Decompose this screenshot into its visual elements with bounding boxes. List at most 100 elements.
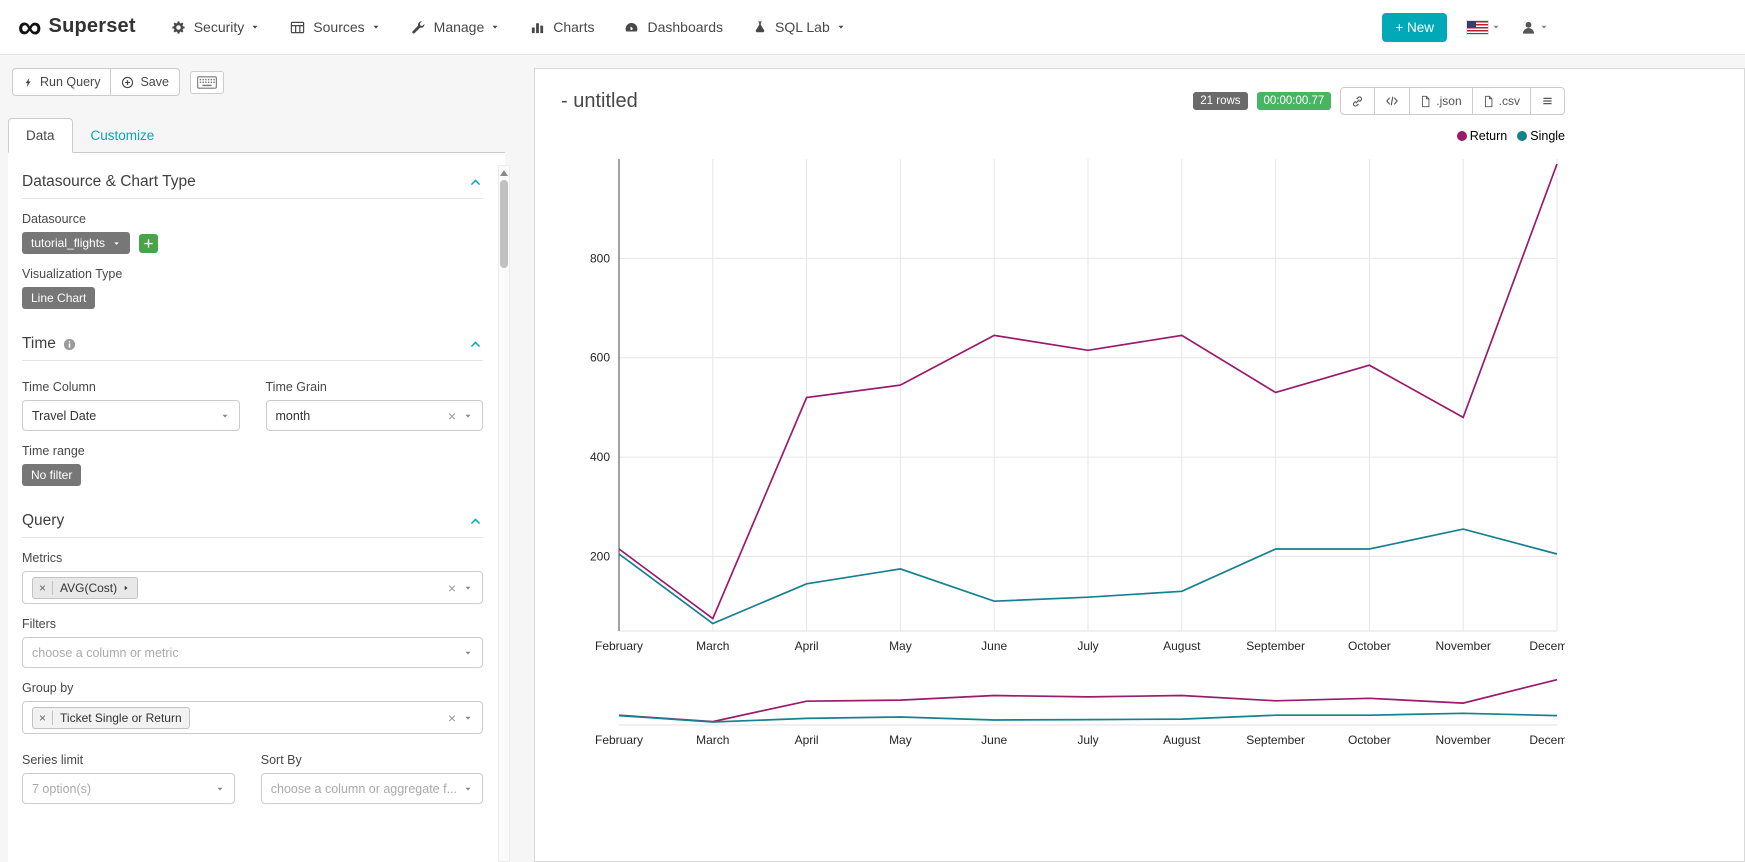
nav-item-sql-lab[interactable]: SQL Lab bbox=[738, 0, 861, 55]
svg-text:200: 200 bbox=[590, 549, 610, 563]
svg-text:February: February bbox=[595, 733, 643, 747]
chevron-down-icon bbox=[463, 411, 473, 421]
svg-text:October: October bbox=[1348, 733, 1391, 747]
run-query-button[interactable]: Run Query bbox=[12, 68, 112, 96]
viz-type-label: Visualization Type bbox=[22, 267, 123, 281]
superset-logo[interactable]: ∞ Superset bbox=[18, 10, 136, 43]
nav-item-sources[interactable]: Sources bbox=[275, 0, 395, 55]
scrollbar-thumb[interactable] bbox=[500, 180, 508, 268]
viz-type-value: Line Chart bbox=[31, 291, 87, 305]
save-label: Save bbox=[140, 75, 169, 89]
export-json-button[interactable]: .json bbox=[1409, 87, 1473, 115]
metric-tag[interactable]: × AVG(Cost) bbox=[32, 576, 139, 599]
series-limit-select[interactable]: 7 option(s) bbox=[22, 773, 235, 804]
nav-item-label: SQL Lab bbox=[774, 19, 830, 35]
file-icon bbox=[1483, 95, 1494, 108]
svg-text:August: August bbox=[1163, 733, 1201, 747]
svg-text:October: October bbox=[1348, 639, 1391, 653]
chevron-down-icon bbox=[490, 22, 500, 32]
datasource-pill[interactable]: tutorial_flights bbox=[22, 232, 131, 254]
groupby-tag[interactable]: × Ticket Single or Return bbox=[32, 706, 190, 729]
panel-scrollbar[interactable] bbox=[498, 165, 510, 862]
rows-badge: 21 rows bbox=[1193, 92, 1248, 110]
flask-icon bbox=[753, 20, 767, 34]
metrics-label: Metrics bbox=[22, 551, 63, 565]
scroll-up-arrow[interactable] bbox=[500, 170, 508, 176]
new-button[interactable]: + New bbox=[1382, 12, 1447, 42]
clear-icon[interactable]: × bbox=[447, 579, 456, 596]
legend-dot-return bbox=[1456, 131, 1467, 141]
viz-type-pill[interactable]: Line Chart bbox=[22, 287, 96, 309]
info-icon bbox=[63, 338, 76, 351]
chevron-down-icon bbox=[1491, 22, 1501, 32]
time-range-pill[interactable]: No filter bbox=[22, 464, 82, 486]
sort-by-label: Sort By bbox=[260, 753, 302, 767]
time-column-label: Time Column bbox=[22, 380, 96, 394]
legend-label: Single bbox=[1530, 129, 1565, 143]
svg-text:400: 400 bbox=[590, 450, 610, 464]
clear-icon[interactable]: × bbox=[447, 709, 456, 726]
save-button[interactable]: Save bbox=[110, 68, 180, 96]
svg-text:July: July bbox=[1077, 639, 1098, 653]
section-datasource-chart-type[interactable]: Datasource & Chart Type bbox=[22, 173, 483, 199]
bolt-icon bbox=[23, 76, 34, 89]
tab-data[interactable]: Data bbox=[8, 118, 73, 153]
nav-item-dashboards[interactable]: Dashboards bbox=[609, 0, 738, 55]
section-title: Query bbox=[22, 512, 65, 529]
nav-item-security[interactable]: Security bbox=[156, 0, 276, 55]
chart-menu-button[interactable] bbox=[1530, 87, 1565, 115]
share-link-button[interactable] bbox=[1340, 87, 1376, 115]
hamburger-icon bbox=[1541, 95, 1554, 107]
svg-text:June: June bbox=[981, 733, 1007, 747]
view-query-button[interactable] bbox=[1374, 87, 1411, 115]
chevron-down-icon bbox=[463, 583, 473, 593]
language-selector[interactable] bbox=[1466, 19, 1501, 35]
sort-by-select[interactable]: choose a column or aggregate f... bbox=[260, 773, 483, 804]
filters-select[interactable]: choose a column or metric bbox=[22, 637, 483, 668]
section-title: Datasource & Chart Type bbox=[22, 173, 196, 190]
clear-icon[interactable]: × bbox=[447, 407, 456, 424]
legend-item-single[interactable]: Single bbox=[1517, 129, 1565, 143]
svg-text:December: December bbox=[1529, 639, 1565, 653]
remove-metric-icon[interactable]: × bbox=[33, 580, 54, 595]
file-icon bbox=[1420, 95, 1431, 108]
time-grain-label: Time Grain bbox=[265, 380, 327, 394]
section-time[interactable]: Time bbox=[22, 335, 483, 361]
svg-text:November: November bbox=[1436, 733, 1491, 747]
keyboard-icon bbox=[197, 75, 217, 89]
code-icon bbox=[1385, 95, 1399, 107]
tab-customize[interactable]: Customize bbox=[90, 128, 155, 143]
edit-datasource-button[interactable] bbox=[139, 233, 159, 253]
time-range-label: Time range bbox=[22, 444, 85, 458]
remove-groupby-icon[interactable]: × bbox=[33, 710, 54, 725]
nav-item-manage[interactable]: Manage bbox=[396, 0, 516, 55]
nav-item-charts[interactable]: Charts bbox=[515, 0, 609, 55]
section-query[interactable]: Query bbox=[22, 512, 483, 538]
chevron-down-icon bbox=[1539, 22, 1549, 32]
nav-item-label: Dashboards bbox=[647, 19, 723, 35]
time-column-select[interactable]: Travel Date bbox=[22, 400, 240, 431]
svg-text:September: September bbox=[1246, 733, 1305, 747]
chart-legend: Return Single bbox=[561, 129, 1565, 143]
main-chart-svg: 200 400 600 800 February March April May June Jul… bbox=[590, 159, 1565, 653]
chart-title[interactable]: - untitled bbox=[561, 89, 638, 112]
groupby-select[interactable]: × Ticket Single or Return × bbox=[22, 701, 483, 734]
svg-text:July: July bbox=[1077, 733, 1098, 747]
user-menu[interactable] bbox=[1521, 20, 1549, 35]
export-csv-button[interactable]: .csv bbox=[1471, 87, 1531, 115]
plus-icon bbox=[143, 238, 154, 249]
run-query-label: Run Query bbox=[40, 75, 101, 89]
mini-chart-svg[interactable]: February March April May June July August Septe… bbox=[561, 671, 1565, 749]
time-grain-select[interactable]: month × bbox=[265, 400, 483, 431]
caret-right-icon bbox=[122, 584, 130, 592]
groupby-tag-label: Ticket Single or Return bbox=[60, 710, 182, 725]
legend-item-return[interactable]: Return bbox=[1456, 129, 1507, 143]
svg-text:April: April bbox=[795, 639, 819, 653]
keyboard-shortcuts-button[interactable] bbox=[189, 70, 224, 94]
navbar-right: + New bbox=[1382, 12, 1549, 42]
metrics-select[interactable]: × AVG(Cost) × bbox=[22, 571, 483, 604]
svg-text:March: March bbox=[696, 733, 729, 747]
sort-by-placeholder: choose a column or aggregate f... bbox=[270, 781, 457, 796]
chart-panel-container: - untitled 21 rows 00:00:00.77 bbox=[528, 55, 1745, 862]
chevron-down-icon bbox=[836, 22, 846, 32]
